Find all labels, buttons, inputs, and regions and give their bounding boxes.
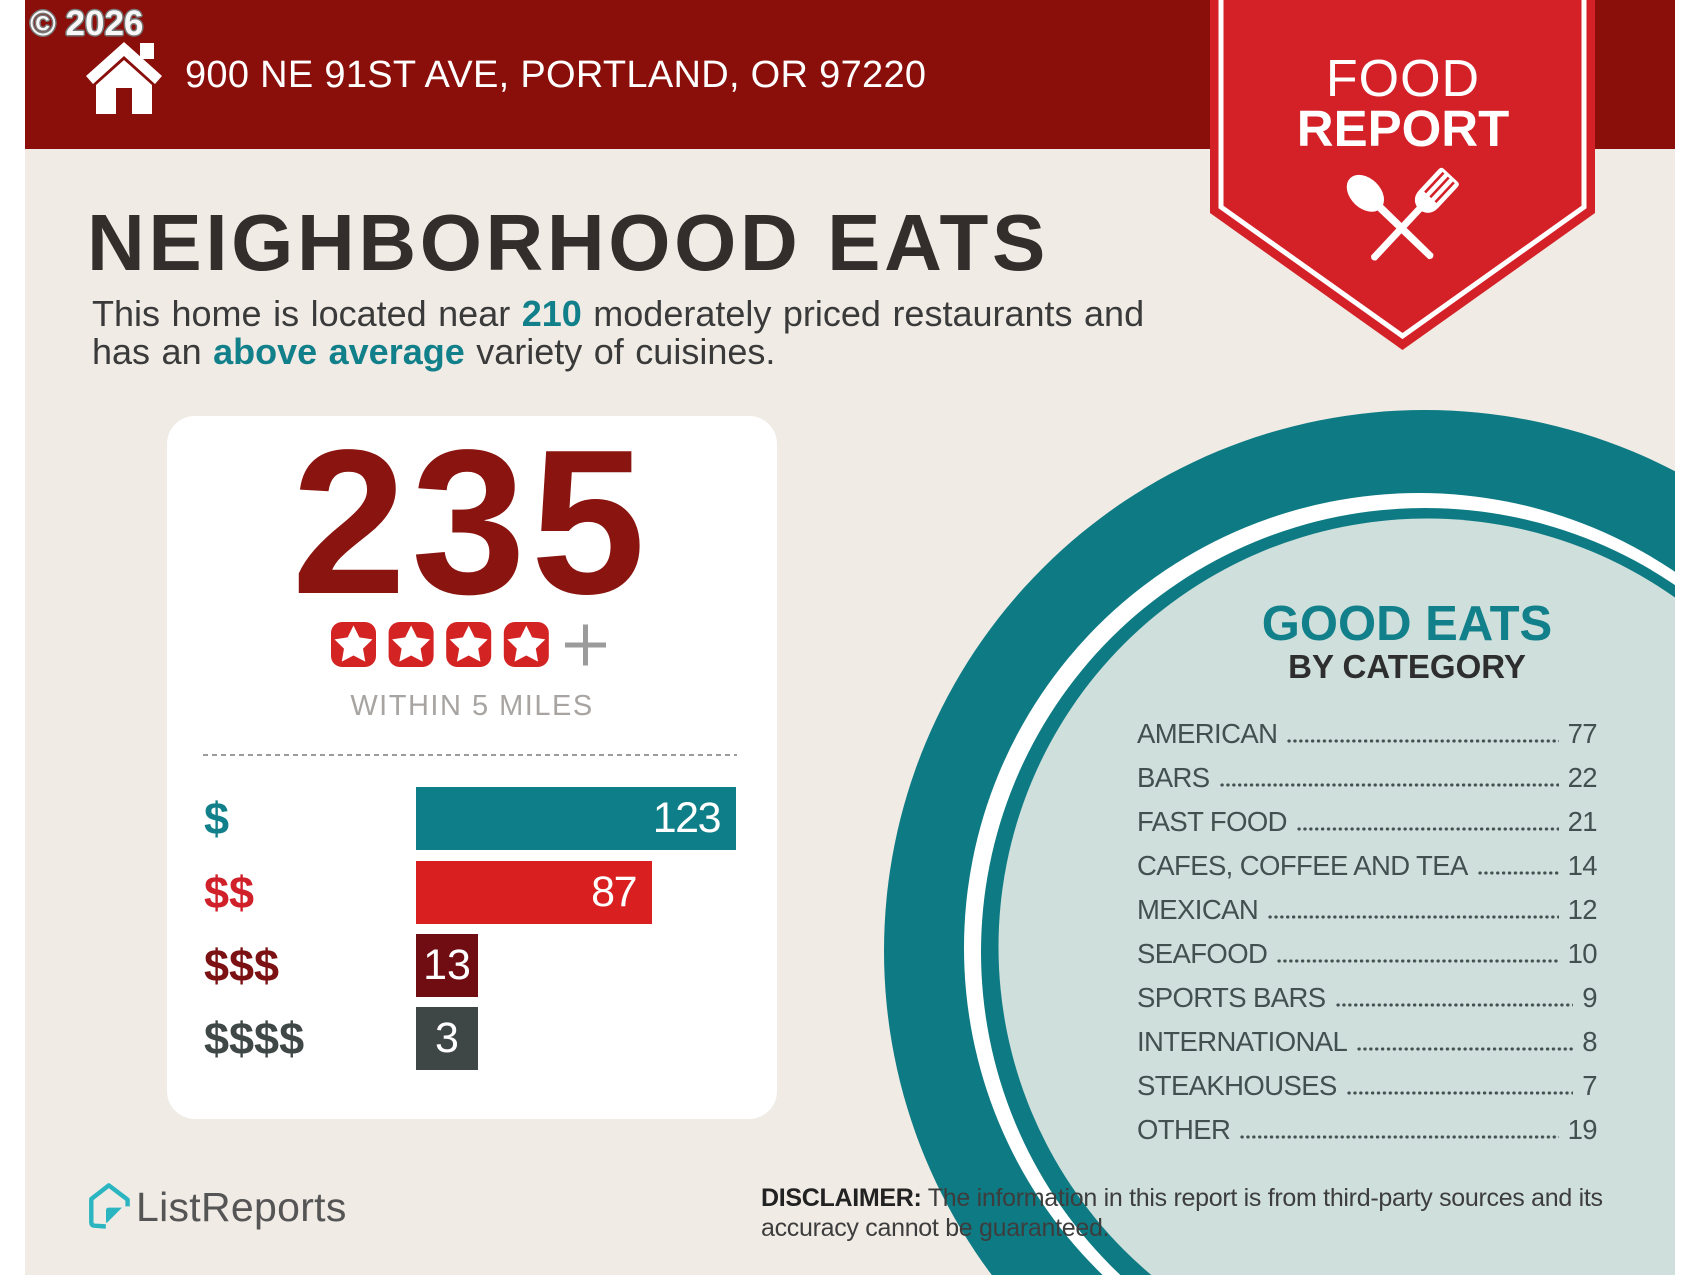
svg-text:FOOD: FOOD xyxy=(1326,50,1480,108)
svg-text:REPORT: REPORT xyxy=(1297,100,1510,157)
